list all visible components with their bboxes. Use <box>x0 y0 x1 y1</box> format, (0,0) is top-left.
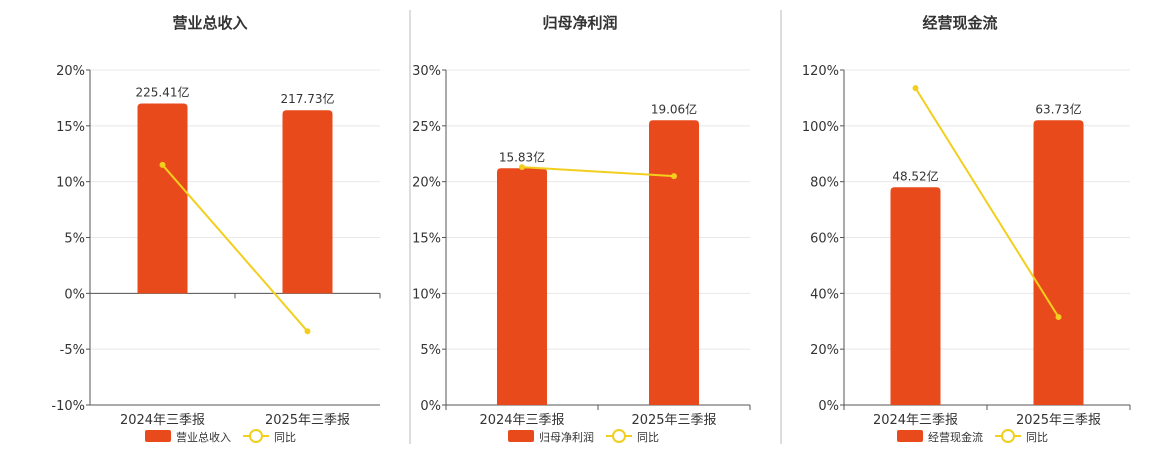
x-tick-label: 2024年三季报 <box>120 413 205 428</box>
legend-label-bar: 归母净利润 <box>539 430 594 444</box>
line-point <box>519 164 525 171</box>
bar <box>1033 120 1084 405</box>
y-tick-label: 5% <box>420 343 441 358</box>
y-tick-label: 60% <box>810 232 839 247</box>
legend-swatch-bar <box>897 430 923 442</box>
chart-panel-2: 归母净利润 0% 5% 10% 15% 20% 25% 30% 15.83亿 19.06亿 2024… <box>412 14 751 444</box>
bar-data-label: 48.52亿 <box>892 168 938 183</box>
line-point <box>671 173 677 180</box>
legend-label-bar: 营业总收入 <box>176 430 231 444</box>
chart-panel-3: 经营现金流 0% 20% 40% 60% 80% 100% 120% 48.52亿 63.73亿 2… <box>802 14 1131 444</box>
bar <box>497 168 547 405</box>
x-tick-label: 2024年三季报 <box>873 413 958 428</box>
bar-data-label: 63.73亿 <box>1035 101 1081 116</box>
chart-title: 营业总收入 <box>172 14 247 32</box>
y-tick-label: 80% <box>810 176 839 191</box>
chart-title: 经营现金流 <box>922 14 997 32</box>
bar-data-label: 225.41亿 <box>136 85 190 100</box>
y-tick-label: -5% <box>60 343 85 358</box>
legend-swatch-marker <box>1001 429 1015 443</box>
bar <box>890 187 941 405</box>
y-tick-label: 5% <box>64 232 85 247</box>
bar-data-label: 217.73亿 <box>281 91 335 106</box>
legend: 经营现金流 同比 <box>897 429 1048 444</box>
y-tick-label: 25% <box>412 120 441 135</box>
line-point <box>912 85 919 92</box>
chart-panel-1: 营业总收入 -10% -5% 0% 5% 10% 15% 20% 225.41亿 217.73亿 2… <box>51 14 381 444</box>
bar <box>282 110 333 294</box>
y-tick-label: -10% <box>51 399 85 414</box>
legend: 营业总收入 同比 <box>145 429 296 444</box>
y-tick-label: 10% <box>56 176 85 191</box>
y-tick-label: 0% <box>420 399 441 414</box>
line-series <box>914 87 1060 318</box>
x-tick-label: 2025年三季报 <box>265 413 350 428</box>
line-series <box>521 166 675 178</box>
line-point <box>1055 314 1062 321</box>
y-tick-label: 20% <box>412 176 441 191</box>
y-tick-label: 0% <box>818 399 839 414</box>
x-tick-label: 2025年三季报 <box>1016 413 1101 428</box>
bar <box>137 103 188 294</box>
y-tick-label: 15% <box>56 120 85 135</box>
line-point <box>304 328 311 335</box>
bar-data-label: 15.83亿 <box>499 149 545 164</box>
legend: 归母净利润 同比 <box>508 429 659 444</box>
legend-label-line: 同比 <box>1026 431 1048 444</box>
y-tick-label: 15% <box>412 232 441 247</box>
legend-label-line: 同比 <box>274 431 296 444</box>
chart-title: 归母净利润 <box>542 14 617 32</box>
legend-swatch-bar <box>145 430 171 442</box>
legend-label-bar: 经营现金流 <box>928 430 983 444</box>
line-series <box>161 164 309 332</box>
y-tick-label: 0% <box>64 287 85 302</box>
y-tick-label: 100% <box>802 120 839 135</box>
x-tick-label: 2025年三季报 <box>631 413 716 428</box>
bar <box>649 120 699 405</box>
legend-swatch-bar <box>508 430 534 442</box>
y-tick-label: 40% <box>810 287 839 302</box>
y-tick-label: 30% <box>412 64 441 79</box>
legend-swatch-marker <box>612 429 626 443</box>
x-tick-label: 2024年三季报 <box>479 413 564 428</box>
bar-data-label: 19.06亿 <box>651 101 697 116</box>
y-tick-label: 20% <box>56 64 85 79</box>
y-tick-label: 20% <box>810 343 839 358</box>
legend-swatch-marker <box>249 429 263 443</box>
y-tick-label: 10% <box>412 287 441 302</box>
legend-label-line: 同比 <box>637 431 659 444</box>
line-point <box>159 161 166 168</box>
y-tick-label: 120% <box>802 64 839 79</box>
